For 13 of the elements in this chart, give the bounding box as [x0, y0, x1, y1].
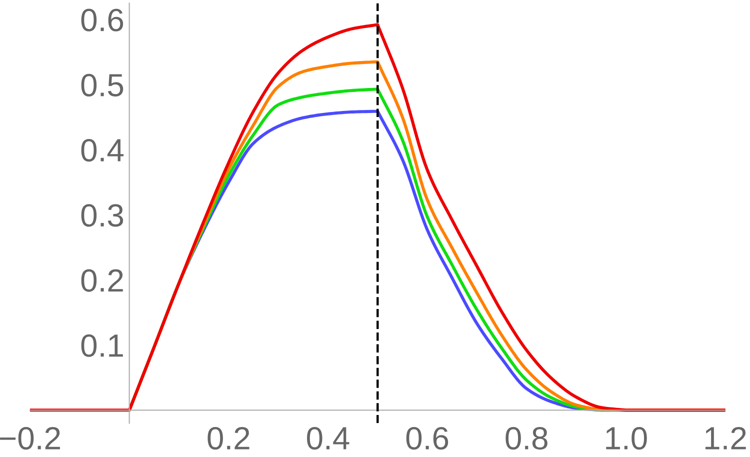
y-tick-label: 0.5 — [81, 74, 124, 96]
x-tick-label: 0.6 — [406, 426, 448, 450]
y-tick-label: 0.1 — [81, 334, 123, 357]
y-tick-label: 0.3 — [81, 204, 124, 227]
x-tick-label: 0.4 — [307, 426, 350, 450]
x-tick-label: 1.0 — [606, 426, 647, 450]
y-tick-label: 0.4 — [81, 138, 124, 162]
x-tick-label: −0.2 — [0, 426, 60, 450]
x-tick-label: 1.2 — [705, 426, 746, 450]
y-tick-label: 0.6 — [81, 8, 124, 32]
x-tick-label: 0.2 — [208, 426, 250, 450]
y-tick-label: 0.2 — [81, 269, 123, 292]
x-tick-label: 0.8 — [506, 426, 548, 450]
